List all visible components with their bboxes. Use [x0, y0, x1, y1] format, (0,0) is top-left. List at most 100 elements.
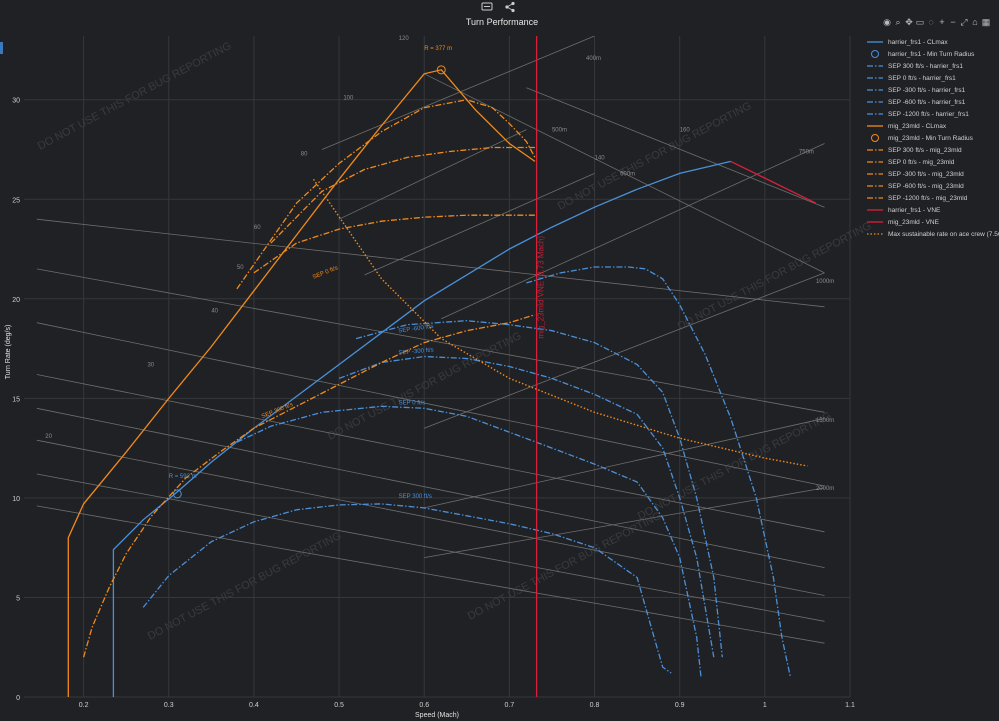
series-line[interactable] [338, 355, 715, 658]
series-line[interactable] [67, 69, 536, 697]
legend-label: SEP -300 ft/s - harrier_frs1 [888, 86, 966, 94]
camera-icon[interactable]: ◉ [883, 17, 891, 27]
legend-label: harrier_frs1 - CLmax [888, 38, 948, 46]
legend-label: harrier_frs1 - VNE [888, 206, 941, 214]
plotly-logo-icon[interactable]: ▦ [981, 17, 991, 27]
legend: harrier_frs1 - CLmax harrier_frs1 - Min T… [866, 36, 999, 240]
x-tick-label: 0.9 [675, 702, 685, 709]
legend-item[interactable]: SEP 300 ft/s - harrier_frs1 [866, 60, 996, 72]
g-load-label: 20 [45, 434, 52, 440]
watermark-text: DO NOT USE THIS FOR BUG REPORTING [676, 220, 874, 333]
g-load-isoline [526, 87, 825, 208]
series-line[interactable] [142, 503, 672, 674]
radius-isoline [424, 417, 825, 509]
box-select-icon[interactable]: ▭ [915, 17, 925, 27]
series-line[interactable] [270, 146, 535, 244]
zoom-in-icon[interactable]: + [939, 17, 945, 27]
radius-label: 600m [620, 171, 635, 177]
share-icon[interactable] [505, 1, 515, 13]
radius-label: 2000m [816, 486, 834, 492]
chart-annotation: SEP -600 ft/s [398, 324, 434, 335]
min-turn-radius-marker[interactable] [172, 489, 182, 499]
autoscale-icon[interactable]: ⤢ [960, 17, 968, 27]
x-tick-label: 1.1 [845, 702, 855, 709]
legend-swatch [867, 65, 883, 67]
watermark-text: DO NOT USE THIS FOR BUG REPORTING [36, 40, 234, 153]
lasso-icon[interactable]: ◌ [928, 17, 934, 27]
legend-item[interactable]: SEP -300 ft/s - harrier_frs1 [866, 84, 996, 96]
g-load-isoline [36, 439, 825, 596]
legend-swatch [867, 209, 883, 211]
legend-item[interactable]: Max sustainable rate on ace crew (7.5G) [866, 228, 999, 240]
legend-label: Max sustainable rate on ace crew (7.5G) [888, 230, 999, 238]
series-line[interactable] [236, 405, 702, 678]
g-load-label: 60 [254, 225, 261, 231]
keyboard-icon[interactable] [481, 2, 493, 11]
legend-label: SEP -1200 ft/s - harrier_frs1 [888, 110, 969, 118]
chart-annotation: mig_23mld VNE (0.73 Mach) [536, 236, 545, 339]
series-line[interactable] [253, 214, 535, 274]
legend-swatch [867, 173, 883, 175]
chart-annotation: R = 377 m [424, 46, 452, 52]
chart-title: Turn Performance [466, 17, 538, 27]
g-load-label: 80 [301, 151, 308, 157]
x-axis-label: Speed (Mach) [415, 712, 459, 719]
legend-item[interactable]: harrier_frs1 - CLmax [866, 36, 996, 48]
chart-annotation: SEP 300 ft/s [399, 494, 432, 500]
x-tick-label: 0.2 [79, 702, 89, 709]
series-line[interactable] [355, 320, 723, 658]
legend-item[interactable]: SEP 300 ft/s - mig_23mld [866, 144, 996, 156]
chart-annotation: SEP 300 ft/s [261, 402, 294, 420]
zoom-icon[interactable]: ⌕ [895, 17, 901, 27]
legend-item[interactable]: SEP -1200 ft/s - mig_23mld [866, 192, 996, 204]
legend-label: SEP 0 ft/s - mig_23mld [888, 158, 955, 166]
series-line[interactable] [112, 160, 731, 697]
legend-item[interactable]: harrier_frs1 - VNE [866, 204, 996, 216]
g-load-isoline [36, 505, 825, 644]
watermark-text: DO NOT USE THIS FOR BUG REPORTING [466, 510, 664, 623]
legend-swatch [867, 41, 883, 43]
g-load-isoline [36, 322, 825, 487]
legend-label: mig_23mld - Min Turn Radius [888, 134, 973, 142]
legend-item[interactable]: mig_23mld - CLmax [866, 120, 996, 132]
pan-icon[interactable]: ✥ [905, 17, 913, 27]
x-tick-label: 1 [763, 702, 767, 709]
y-tick-label: 20 [12, 297, 20, 304]
legend-item[interactable]: SEP -600 ft/s - harrier_frs1 [866, 96, 996, 108]
series-line[interactable] [236, 99, 536, 290]
legend-item[interactable]: SEP -600 ft/s - mig_23mld [866, 180, 996, 192]
series-line[interactable] [312, 178, 808, 467]
radius-isoline [338, 129, 527, 220]
legend-label: harrier_frs1 - Min Turn Radius [888, 50, 975, 58]
legend-label: SEP -1200 ft/s - mig_23mld [888, 194, 968, 202]
x-tick-label: 0.4 [249, 702, 259, 709]
legend-swatch [871, 134, 879, 142]
y-tick-label: 15 [12, 396, 20, 403]
legend-item[interactable]: mig_23mld - VNE [866, 216, 996, 228]
legend-item[interactable]: harrier_frs1 - Min Turn Radius [866, 48, 996, 60]
legend-item[interactable]: mig_23mld - Min Turn Radius [866, 132, 996, 144]
series-line[interactable] [526, 266, 792, 678]
legend-swatch [867, 125, 883, 127]
min-turn-radius-marker[interactable] [436, 65, 446, 75]
radius-isoline [424, 272, 825, 429]
legend-swatch [867, 185, 883, 187]
legend-item[interactable]: SEP 0 ft/s - harrier_frs1 [866, 72, 996, 84]
series-line[interactable] [82, 314, 536, 658]
zoom-out-icon[interactable]: − [950, 17, 956, 27]
toolbar-icons [481, 1, 515, 13]
chart-annotation: SEP 0 ft/s [399, 400, 426, 406]
legend-item[interactable]: SEP -300 ft/s - mig_23mld [866, 168, 996, 180]
legend-label: SEP 0 ft/s - harrier_frs1 [888, 74, 956, 82]
g-load-label: 140 [595, 155, 606, 161]
reset-axes-icon[interactable]: ⌂ [972, 17, 978, 27]
watermark-text: DO NOT USE THIS FOR BUG REPORTING [636, 410, 834, 523]
x-tick-label: 0.7 [505, 702, 515, 709]
panel-tab-icon[interactable] [0, 42, 3, 54]
legend-item[interactable]: SEP 0 ft/s - mig_23mld [866, 156, 996, 168]
legend-item[interactable]: SEP -1200 ft/s - harrier_frs1 [866, 108, 996, 120]
legend-swatch [867, 221, 883, 223]
legend-swatch [867, 161, 883, 163]
series-line[interactable] [730, 160, 817, 204]
